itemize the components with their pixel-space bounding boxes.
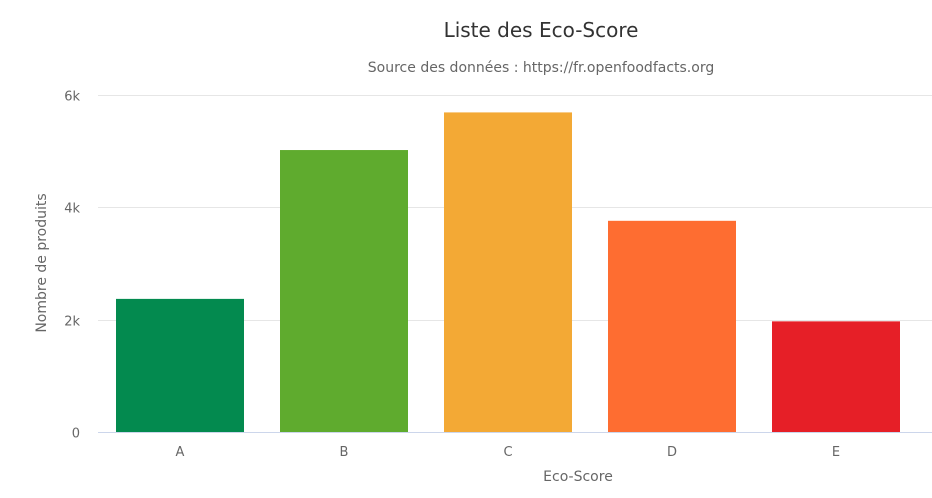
x-tick-label: E [832, 445, 840, 460]
x-tick-label: B [340, 445, 349, 460]
x-tick-label: C [503, 445, 512, 460]
x-axis-title: Eco-Score [543, 469, 613, 485]
bar-b[interactable] [280, 150, 408, 432]
bar-c[interactable] [444, 112, 572, 432]
bars [116, 112, 900, 432]
y-tick-label: 2k [64, 315, 80, 330]
bar-d[interactable] [608, 220, 736, 432]
y-tick-label: 6k [64, 90, 80, 105]
y-axis-ticks: 0 2k 4k 6k [64, 90, 80, 442]
y-axis-title: Nombre de produits [34, 193, 50, 332]
bar-e[interactable] [772, 321, 900, 432]
x-axis-ticks: A B C D E [176, 445, 841, 460]
y-tick-label: 0 [72, 427, 80, 442]
x-tick-label: A [176, 445, 185, 460]
y-tick-label: 4k [64, 202, 80, 217]
chart-title: Liste des Eco-Score [444, 18, 639, 42]
x-tick-label: D [667, 445, 677, 460]
chart-subtitle: Source des données : https://fr.openfood… [368, 60, 714, 76]
bar-a[interactable] [116, 298, 244, 432]
